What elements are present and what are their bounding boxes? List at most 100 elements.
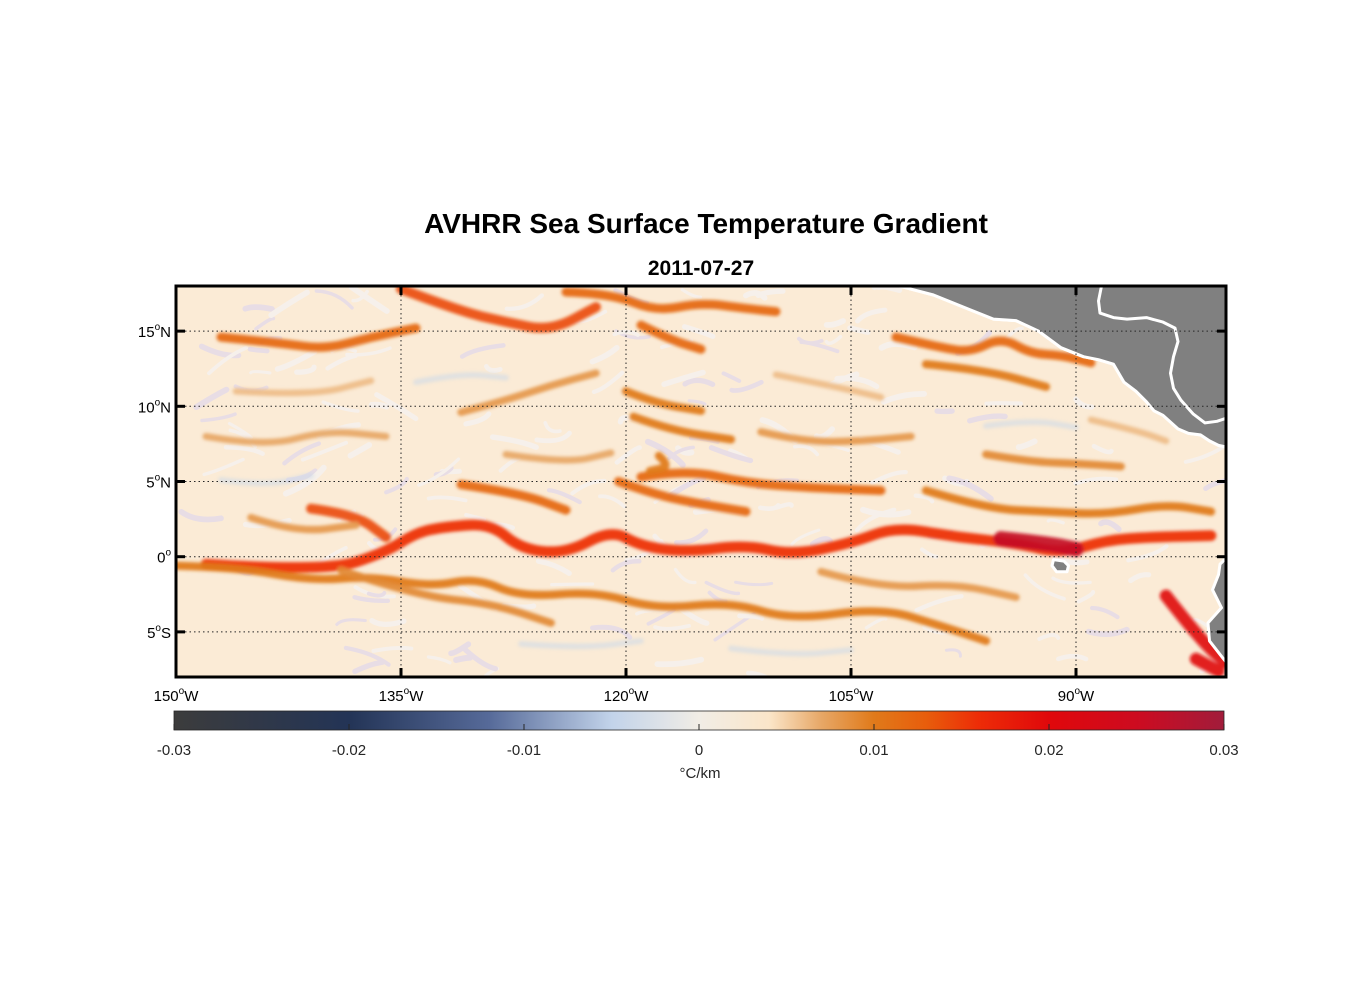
texture-streak (984, 401, 1023, 406)
texture-streak (247, 346, 270, 354)
texture-streak (1051, 576, 1092, 585)
texture-streak (729, 379, 764, 393)
texture-streak (1037, 632, 1061, 641)
gradient-front (337, 566, 555, 627)
gradient-front (502, 449, 615, 464)
texture-streak (743, 290, 768, 301)
galapagos-land (1050, 558, 1070, 574)
gradient-front (457, 369, 600, 416)
gradient-front (396, 286, 601, 333)
texture-streak (282, 464, 327, 497)
texture-streak (535, 558, 572, 576)
map-area (176, 286, 1226, 677)
texture-streak (227, 421, 253, 440)
gradient-front (413, 372, 509, 386)
gradient-front (1189, 652, 1225, 677)
texture-streak (193, 386, 230, 411)
texture-streak (612, 329, 640, 337)
texture-streak (675, 445, 695, 456)
land-masses (897, 286, 1226, 664)
texture-streak (1128, 572, 1152, 584)
texture-streak (944, 648, 962, 658)
gradient-front (645, 451, 670, 476)
colorbar-ramp (174, 711, 1224, 730)
gradient-front (772, 371, 885, 401)
texture-streak (1056, 653, 1089, 662)
gradient-fronts (176, 286, 1226, 677)
texture-streak (1046, 518, 1065, 525)
latitude-label: 0o (157, 548, 171, 567)
colorbar-tick-label: 0 (695, 742, 703, 759)
texture-streak (834, 375, 880, 390)
colorbar-tick-label: 0.01 (859, 742, 888, 759)
texture-streak (966, 413, 1008, 424)
gradient-front (176, 561, 991, 645)
texture-streak (913, 493, 935, 504)
gradient-front (728, 645, 854, 657)
latitude-label: 15oN (138, 322, 171, 341)
texture-streak (737, 613, 765, 621)
texture-streak (823, 318, 846, 328)
texture-streak (1126, 544, 1169, 563)
texture-streak (674, 528, 709, 546)
gradient-front (1159, 589, 1226, 669)
texture-streak (550, 582, 595, 587)
texture-streak (682, 377, 716, 387)
south-america-land (1206, 556, 1226, 664)
texture-streak (282, 441, 322, 466)
texture-streak (946, 475, 994, 502)
texture-streak (314, 289, 354, 310)
texture-streak (797, 336, 824, 346)
colorbar-tick-label: 0.03 (1209, 742, 1238, 759)
texture-streak (207, 345, 249, 376)
texture-streak (654, 656, 705, 668)
axis-ticks (174, 286, 1226, 677)
latitude-label: 5oS (147, 623, 171, 642)
gradient-front (757, 428, 915, 446)
texture-streak (483, 363, 503, 373)
texture-streak (417, 457, 461, 487)
texture-streak (384, 476, 409, 495)
texture-streak (854, 507, 897, 533)
texture-streak (374, 392, 419, 422)
latitude-labels: 15oN 10oN 5oN 0o 5oS (138, 322, 172, 642)
texture-streak (254, 316, 276, 331)
gradient-front (982, 450, 1125, 471)
texture-streak (1192, 617, 1209, 628)
texture-streak (1073, 396, 1095, 410)
texture-streak (426, 655, 452, 665)
texture-streak (459, 343, 506, 359)
gradient-front (614, 477, 751, 517)
texture-streak (352, 659, 386, 675)
texture-streak (453, 654, 474, 663)
gradient-front (993, 531, 1084, 557)
texture-streak (708, 445, 754, 464)
texture-streak (920, 547, 939, 559)
gradient-front (306, 503, 391, 543)
texture-streak (1085, 626, 1130, 637)
texture-streak (591, 370, 625, 395)
gradient-front (1087, 416, 1170, 445)
texture-streak (653, 623, 691, 631)
texture-streak (855, 307, 888, 324)
texture-streak (635, 608, 668, 616)
texture-streak (824, 334, 843, 346)
gradient-front (891, 332, 1096, 368)
texture-streak (198, 343, 242, 359)
gradient-front (817, 568, 1020, 601)
texture-streak (1183, 442, 1226, 464)
texture-streak (1091, 443, 1114, 455)
texture-streak (426, 495, 468, 503)
gradient-front (636, 468, 886, 495)
colorbar-tick-label: -0.01 (507, 742, 541, 759)
texture-streak (680, 288, 703, 299)
caribbean-land-land (897, 286, 1226, 449)
texture-streak (368, 401, 390, 410)
colorbar: -0.03 -0.02 -0.01 0 0.01 0.02 0.03 °C/km (157, 710, 1239, 782)
chart-subtitle: 2011-07-27 (648, 257, 754, 280)
texture-streak (543, 421, 562, 434)
texture-streak (321, 400, 360, 413)
texture-streak (462, 647, 499, 672)
latitude-label: 10oN (138, 397, 171, 416)
